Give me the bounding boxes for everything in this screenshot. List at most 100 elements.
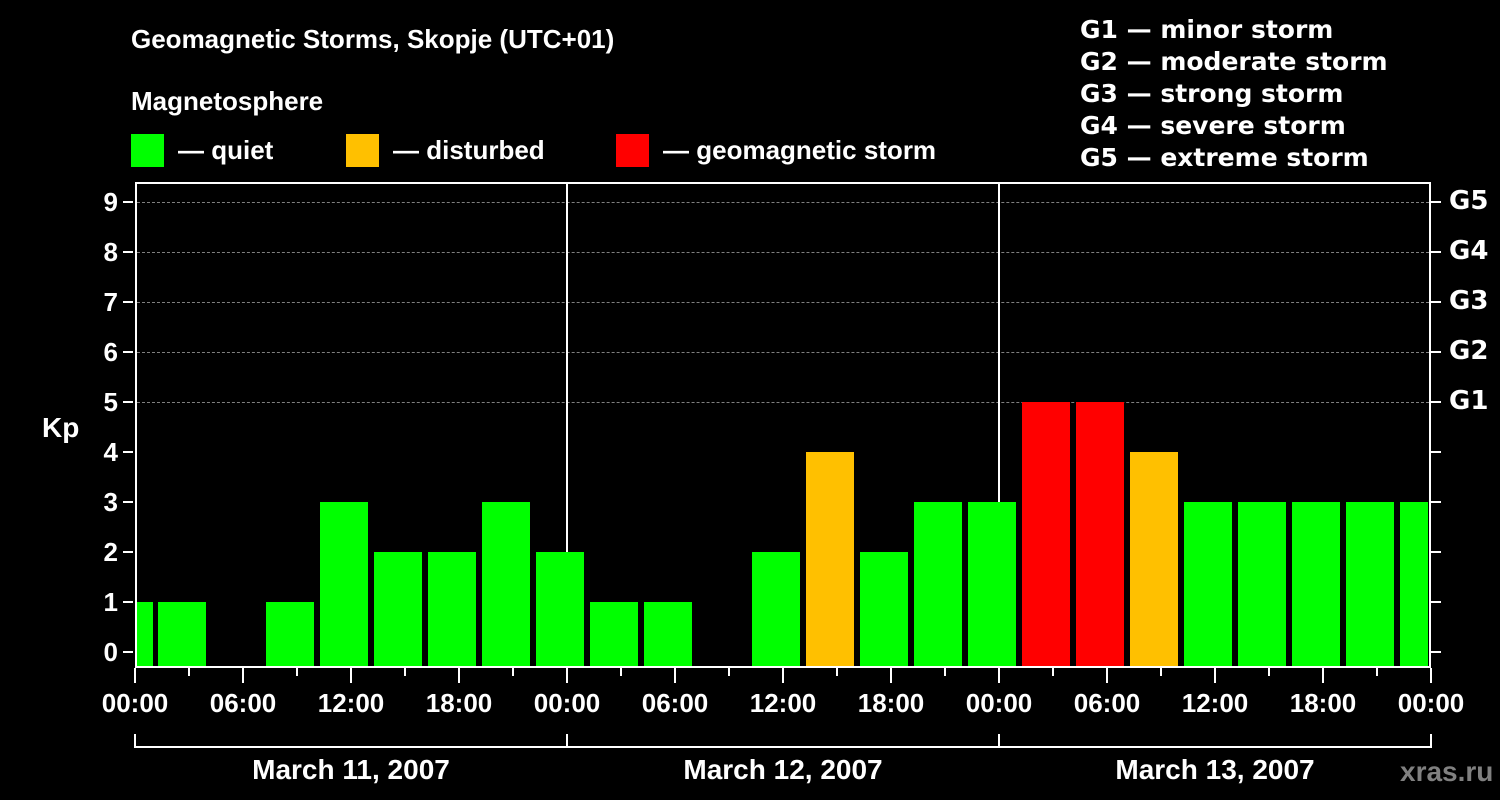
day-bracket-tick	[998, 734, 1000, 748]
kp-bar	[590, 602, 638, 666]
y2-tick	[1431, 401, 1441, 403]
day-label: March 12, 2007	[683, 754, 883, 785]
x-tick-label: 06:00	[641, 688, 709, 718]
legend-storm: — geomagnetic storm	[616, 134, 936, 167]
y-tick	[123, 251, 133, 253]
x-tick	[1214, 668, 1216, 683]
legend-label-storm: — geomagnetic storm	[663, 135, 937, 165]
chart-title: Geomagnetic Storms, Skopje (UTC+01)	[131, 24, 615, 54]
x-tick	[404, 668, 406, 676]
x-tick	[458, 668, 460, 683]
x-tick-label: 06:00	[1073, 688, 1141, 718]
x-tick	[566, 668, 568, 683]
x-tick-label: 12:00	[749, 688, 817, 718]
x-tick	[890, 668, 892, 683]
y2-tick	[1431, 551, 1441, 553]
y2-tick	[1431, 351, 1441, 353]
x-tick	[1106, 668, 1108, 683]
x-tick-label: 00:00	[101, 688, 169, 718]
kp-bar	[1022, 402, 1070, 666]
kp-bar	[1238, 502, 1286, 666]
kp-bar	[752, 552, 800, 666]
kp-bar	[137, 602, 153, 666]
g-scale-item: G2 — moderate storm	[1080, 47, 1388, 76]
y2-tick	[1431, 301, 1441, 303]
watermark: xras.ru	[1400, 756, 1494, 787]
day-bracket-tick	[566, 734, 568, 748]
x-tick	[1430, 668, 1432, 683]
y2-tick	[1431, 251, 1441, 253]
kp-bar	[266, 602, 314, 666]
y-tick	[123, 351, 133, 353]
chart-subtitle: Magnetosphere	[131, 86, 324, 116]
day-label: March 11, 2007	[252, 754, 450, 785]
x-tick	[350, 668, 352, 683]
x-tick-label: 12:00	[1181, 688, 1249, 718]
y-tick	[123, 451, 133, 453]
kp-bar	[158, 602, 206, 666]
kp-bar	[806, 452, 854, 666]
x-tick-label: 12:00	[317, 688, 385, 718]
x-tick-label: 18:00	[857, 688, 925, 718]
x-tick	[998, 668, 1000, 683]
y-tick-label: 7	[103, 287, 118, 317]
legend-label-disturbed: — disturbed	[393, 135, 545, 165]
x-tick	[1052, 668, 1054, 676]
y-tick	[123, 551, 133, 553]
y-tick-label: 6	[103, 337, 118, 367]
x-tick	[134, 668, 136, 683]
day-bracket-tick	[1430, 734, 1432, 748]
y-tick	[123, 201, 133, 203]
x-tick-label: 00:00	[965, 688, 1033, 718]
g-scale-item: G1 — minor storm	[1080, 15, 1334, 44]
y-tick-label: 5	[103, 387, 118, 417]
grid-line	[137, 202, 1429, 203]
x-tick	[1160, 668, 1162, 676]
y-tick-label: 8	[103, 237, 118, 267]
kp-bar	[1346, 502, 1394, 666]
g-scale-item: G5 — extreme storm	[1080, 143, 1369, 172]
y-tick-label: 3	[103, 487, 118, 517]
x-tick-label: 18:00	[1289, 688, 1357, 718]
g-scale-tick-label: G5	[1449, 186, 1489, 216]
y-tick-label: 9	[103, 187, 118, 217]
y-tick-label: 1	[103, 587, 118, 617]
plot-area	[135, 182, 1431, 668]
g-scale-item: G3 — strong storm	[1080, 79, 1344, 108]
x-tick	[836, 668, 838, 676]
kp-bar	[536, 552, 584, 666]
grid-line	[137, 402, 1429, 403]
g-scale-tick-label: G4	[1449, 236, 1489, 266]
x-tick-label: 00:00	[533, 688, 601, 718]
grid-line	[137, 352, 1429, 353]
x-tick	[728, 668, 730, 676]
day-separator	[566, 184, 568, 666]
y-tick-label: 4	[103, 437, 118, 467]
x-tick	[944, 668, 946, 676]
kp-bar	[428, 552, 476, 666]
x-tick	[620, 668, 622, 676]
kp-bar	[860, 552, 908, 666]
x-tick	[1376, 668, 1378, 676]
y2-tick	[1431, 601, 1441, 603]
x-tick-label: 06:00	[209, 688, 277, 718]
kp-bar	[1292, 502, 1340, 666]
g-scale-tick-label: G1	[1449, 386, 1489, 416]
y-tick	[123, 501, 133, 503]
x-tick	[512, 668, 514, 676]
y2-tick	[1431, 651, 1441, 653]
x-tick-label: 18:00	[425, 688, 493, 718]
legend-swatch-quiet	[131, 134, 164, 167]
kp-bar	[1400, 502, 1428, 666]
y2-tick	[1431, 501, 1441, 503]
g-scale-tick-label: G2	[1449, 336, 1489, 366]
kp-bar	[482, 502, 530, 666]
day-bracket	[135, 746, 1431, 748]
kp-bar	[1076, 402, 1124, 666]
day-label: March 13, 2007	[1115, 754, 1315, 785]
x-tick	[188, 668, 190, 676]
legend-label-quiet: — quiet	[178, 135, 274, 165]
legend-disturbed: — disturbed	[346, 134, 545, 167]
y2-tick	[1431, 201, 1441, 203]
x-tick	[1322, 668, 1324, 683]
